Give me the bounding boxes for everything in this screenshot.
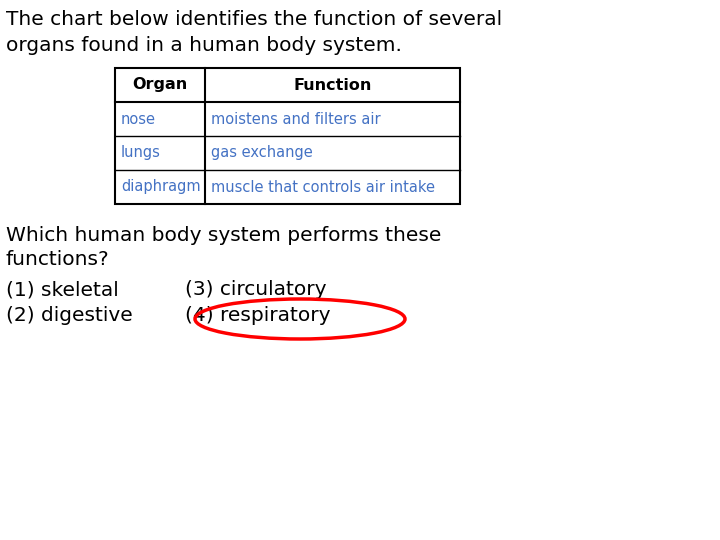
Text: (1) skeletal: (1) skeletal (6, 280, 119, 299)
Text: (3) circulatory: (3) circulatory (185, 280, 326, 299)
Text: The chart below identifies the function of several: The chart below identifies the function … (6, 10, 502, 29)
Text: organs found in a human body system.: organs found in a human body system. (6, 36, 402, 55)
Text: (4) respiratory: (4) respiratory (185, 306, 330, 325)
Bar (115, 68, 460, 204)
Text: Organ: Organ (132, 78, 188, 92)
Text: functions?: functions? (6, 250, 109, 269)
Text: Which human body system performs these: Which human body system performs these (6, 226, 441, 245)
Text: Function: Function (293, 78, 372, 92)
Text: (2) digestive: (2) digestive (6, 306, 132, 325)
Text: muscle that controls air intake: muscle that controls air intake (211, 179, 435, 194)
Text: nose: nose (121, 111, 156, 126)
Text: lungs: lungs (121, 145, 161, 160)
Text: diaphragm: diaphragm (121, 179, 201, 194)
Text: moistens and filters air: moistens and filters air (211, 111, 381, 126)
Text: gas exchange: gas exchange (211, 145, 312, 160)
